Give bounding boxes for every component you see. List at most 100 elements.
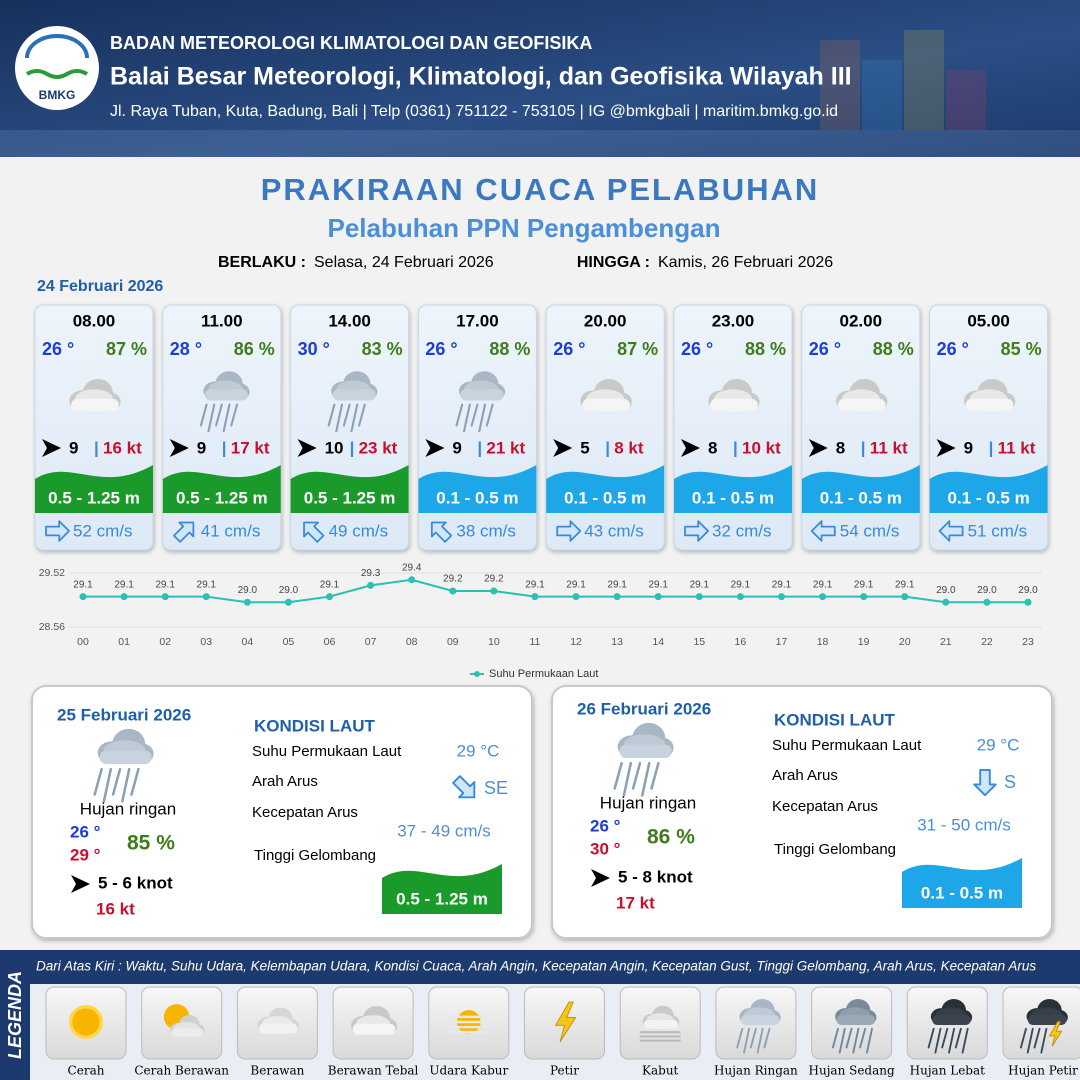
separator: | <box>605 438 610 457</box>
sst-value-label: 29.0 <box>936 585 956 596</box>
day-humidity: 85 % <box>127 832 175 855</box>
weather-icon <box>831 998 877 1054</box>
legend-item-label: Udara Kabur <box>429 1064 508 1078</box>
sst-point <box>284 598 292 606</box>
slot-humidity: 88 % <box>873 339 914 359</box>
legend-swatch-dot <box>474 671 480 677</box>
slot-time: 05.00 <box>967 311 1010 330</box>
x-tick-label: 19 <box>858 636 870 648</box>
x-tick-label: 17 <box>776 636 788 648</box>
valid-to: Kamis, 26 Februari 2026 <box>658 254 833 271</box>
x-tick-label: 09 <box>447 636 459 648</box>
rain-drop <box>749 1027 757 1049</box>
rain-drop <box>1019 1027 1027 1049</box>
day-gust: 16 kt <box>96 899 135 918</box>
weather-icon <box>1019 998 1068 1054</box>
wave-height: 0.1 - 0.5 m <box>947 488 1029 507</box>
dir-label: Arah Arus <box>772 767 838 784</box>
sst-value-label: 29.1 <box>690 579 710 590</box>
separator: | <box>733 438 738 457</box>
rain-drop <box>831 1027 839 1049</box>
slot-time: 11.00 <box>201 311 243 330</box>
sst-value-label: 29.1 <box>607 579 627 590</box>
slot-current: 32 cm/s <box>712 521 772 540</box>
slot-temp: 26 ° <box>425 339 457 359</box>
x-tick-label: 03 <box>200 636 212 648</box>
slot-gust: 8 kt <box>614 438 644 457</box>
arrow-shape <box>303 521 325 543</box>
wave-height: 0.5 - 1.25 m <box>304 488 396 507</box>
sst-value-label: 29.0 <box>977 585 997 596</box>
sst-point <box>736 593 744 601</box>
valid-from-label: BERLAKU : <box>218 254 306 271</box>
rain-drop <box>111 767 122 796</box>
sst-label: Suhu Permukaan Laut <box>252 743 402 760</box>
slot-gust: 17 kt <box>231 438 270 457</box>
current-arrow <box>430 521 453 543</box>
rain-drop <box>852 1027 860 1054</box>
sst-value-label: 29.0 <box>1018 585 1038 596</box>
slot-time: 02.00 <box>840 311 883 330</box>
arrow-shape <box>173 521 195 543</box>
slot-temp: 26 ° <box>42 339 74 359</box>
slot-gust: 11 kt <box>870 438 908 457</box>
rain-drop <box>207 403 216 433</box>
logo-wave <box>25 69 89 79</box>
slot-current: 38 cm/s <box>456 521 516 540</box>
weather-icon <box>708 378 760 412</box>
x-tick-label: 14 <box>652 636 664 648</box>
sst-point <box>942 598 950 606</box>
legend-side <box>0 950 30 1080</box>
speed-label: Kecepatan Arus <box>252 804 358 821</box>
slot-humidity: 85 % <box>1001 339 1042 359</box>
rain-drop <box>222 403 231 433</box>
legend-item-label: Cerah Berawan <box>134 1064 229 1078</box>
slot-humidity: 88 % <box>745 339 786 359</box>
wave <box>382 864 502 914</box>
slot-wind: 9 <box>69 438 78 457</box>
rain-drop <box>121 767 131 803</box>
x-tick-label: 22 <box>981 636 993 648</box>
sst-value-label: 29.1 <box>114 579 134 590</box>
slot-current: 49 cm/s <box>329 521 389 540</box>
sst-value-label: 29.1 <box>197 579 217 590</box>
weather-icon <box>69 378 121 412</box>
sst-point <box>1024 598 1032 606</box>
logo-arc <box>25 34 89 59</box>
arrow-shape <box>684 520 709 542</box>
logo-bg <box>15 26 99 110</box>
dir-label: Arah Arus <box>252 773 318 790</box>
slot-current: 51 cm/s <box>968 521 1028 540</box>
x-tick-label: 08 <box>406 636 418 648</box>
sst-value-label: 29.1 <box>813 579 833 590</box>
rain-drop <box>1033 1027 1041 1049</box>
rain-drop <box>102 767 113 803</box>
sun <box>68 1004 104 1040</box>
rain-drop <box>743 1027 751 1054</box>
day-wind: 5 - 8 knot <box>618 867 693 886</box>
speed-value: 31 - 50 cm/s <box>917 815 1011 834</box>
wave-height: 0.5 - 1.25 m <box>48 488 140 507</box>
weather-icon <box>639 1005 681 1042</box>
cloud-part <box>75 389 113 409</box>
cloud-part <box>356 1015 391 1033</box>
day-temp-max: 29 ° <box>70 845 101 864</box>
wind-arrow <box>42 439 61 457</box>
arrow-shape <box>810 520 836 542</box>
rain-drop <box>335 403 344 433</box>
cloud-part <box>744 1007 775 1023</box>
legend-item-label: Hujan Sedang <box>809 1064 895 1078</box>
rain-drop <box>478 403 487 433</box>
slot-gust: 10 kt <box>742 438 781 457</box>
weather-icon <box>257 1007 299 1034</box>
subtitle: Pelabuhan PPN Pengambengan <box>328 213 721 243</box>
wind-arrow <box>681 439 700 457</box>
cloud-part <box>208 380 243 398</box>
current-arrow <box>973 769 997 797</box>
sst-point <box>983 598 991 606</box>
sst-value-label: 29.1 <box>731 579 751 590</box>
sst-point <box>408 576 416 584</box>
sst-point <box>161 593 169 601</box>
slot-humidity: 83 % <box>362 339 403 359</box>
sst-value-label: 29.1 <box>772 579 792 590</box>
